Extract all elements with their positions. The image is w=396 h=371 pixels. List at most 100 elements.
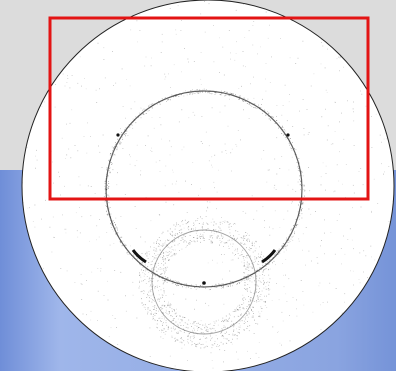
speckle-dot	[248, 264, 250, 266]
speckle-dot	[241, 242, 243, 244]
speckle-dot	[130, 156, 131, 158]
speckle-dot	[192, 323, 194, 325]
speckle-dot	[249, 287, 251, 288]
speckle-dot	[129, 154, 130, 156]
speckle-dot	[178, 224, 179, 225]
speckle-dot	[247, 98, 249, 100]
speckle-dot	[251, 245, 253, 247]
speckle-dot	[109, 207, 111, 208]
speckle-dot	[206, 346, 208, 347]
speckle-dot	[120, 128, 121, 130]
speckle-dot	[157, 265, 159, 266]
speckle-dot	[273, 187, 275, 189]
speckle-dot	[214, 343, 216, 345]
speckle-dot	[235, 9, 237, 11]
speckle-dot	[196, 325, 198, 327]
speckle-dot	[375, 113, 377, 115]
speckle-dot	[202, 89, 204, 91]
speckle-dot	[43, 267, 44, 269]
speckle-dot	[237, 309, 238, 311]
speckle-dot	[222, 236, 224, 238]
speckle-dot	[252, 243, 253, 245]
speckle-dot	[219, 240, 221, 241]
speckle-dot	[190, 336, 192, 337]
speckle-dot	[168, 251, 170, 252]
speckle-dot	[125, 310, 127, 312]
speckle-dot	[232, 93, 234, 95]
speckle-dot	[223, 337, 225, 339]
speckle-dot	[145, 253, 147, 255]
speckle-dot	[243, 244, 245, 245]
speckle-dot	[247, 311, 249, 312]
speckle-dot	[284, 363, 286, 365]
speckle-dot	[141, 262, 143, 264]
speckle-dot	[204, 324, 206, 326]
speckle-dot	[222, 335, 224, 337]
speckle-dot	[181, 109, 183, 111]
speckle-dot	[244, 266, 246, 267]
speckle-dot	[66, 82, 68, 83]
speckle-dot	[177, 325, 179, 327]
speckle-dot	[251, 266, 253, 268]
selection-rectangle[interactable]	[48, 16, 370, 201]
speckle-dot	[213, 233, 215, 235]
speckle-dot	[255, 276, 257, 277]
speckle-dot	[246, 313, 247, 314]
speckle-dot	[281, 133, 283, 134]
speckle-dot	[144, 274, 146, 275]
speckle-dot	[199, 324, 201, 325]
speckle-dot	[260, 107, 262, 108]
speckle-dot	[140, 170, 142, 172]
speckle-dot	[113, 153, 114, 155]
speckle-dot	[111, 146, 113, 148]
speckle-dot	[183, 235, 185, 237]
speckle-dot	[308, 167, 309, 168]
speckle-dot	[233, 331, 234, 332]
speckle-dot	[202, 91, 203, 93]
speckle-dot	[160, 289, 162, 291]
speckle-dot	[262, 98, 263, 100]
speckle-dot	[257, 297, 259, 299]
speckle-dot	[162, 259, 164, 260]
speckle-dot	[268, 116, 269, 117]
speckle-dot	[168, 73, 169, 75]
speckle-dot	[162, 257, 164, 259]
speckle-dot	[246, 247, 247, 249]
speckle-dot	[145, 283, 147, 284]
speckle-dot	[272, 262, 273, 264]
speckle-dot	[261, 299, 263, 301]
speckle-dot	[379, 331, 381, 333]
speckle-dot	[233, 235, 234, 236]
speckle-dot	[187, 221, 189, 223]
speckle-dot	[286, 120, 288, 122]
speckle-dot	[153, 318, 154, 319]
speckle-dot	[53, 7, 55, 9]
speckle-dot	[159, 286, 161, 287]
speckle-dot	[247, 263, 249, 265]
speckle-dot	[213, 325, 215, 326]
speckle-dot	[157, 103, 158, 105]
speckle-dot	[257, 298, 259, 300]
speckle-dot	[228, 313, 230, 315]
speckle-dot	[262, 113, 263, 114]
speckle-dot	[381, 141, 382, 143]
speckle-dot	[178, 243, 180, 244]
speckle-dot	[143, 290, 145, 291]
speckle-dot	[166, 313, 168, 314]
speckle-dot	[180, 331, 182, 332]
speckle-dot	[301, 200, 303, 202]
speckle-dot	[83, 136, 85, 137]
speckle-dot	[149, 104, 151, 106]
speckle-dot	[99, 219, 100, 220]
speckle-dot	[189, 240, 191, 241]
speckle-dot	[108, 336, 110, 338]
speckle-dot	[196, 287, 198, 289]
speckle-dot	[352, 184, 354, 186]
speckle-dot	[207, 329, 209, 331]
speckle-dot	[194, 224, 195, 226]
speckle-dot	[295, 219, 297, 220]
speckle-dot	[141, 261, 143, 263]
speckle-dot	[202, 343, 204, 345]
speckle-dot	[226, 320, 228, 321]
speckle-dot	[231, 341, 232, 343]
